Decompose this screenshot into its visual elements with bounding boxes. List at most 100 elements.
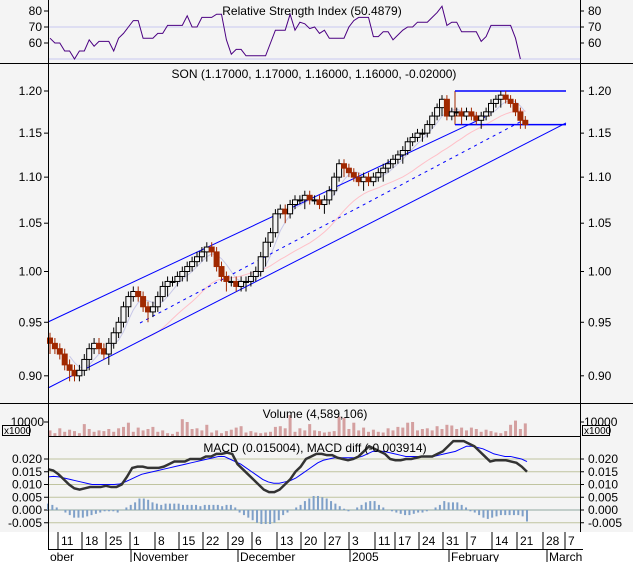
candle-up [287, 204, 294, 215]
volume-bar [171, 433, 174, 436]
candle-up [394, 154, 401, 160]
candle-down [66, 364, 73, 371]
volume-bar [386, 428, 390, 436]
candle-down [208, 246, 215, 253]
volume-bar [362, 427, 366, 436]
rsi-tick-label-right: 80 [588, 4, 602, 18]
moving-average-20 [142, 110, 526, 340]
candle-up [390, 158, 396, 165]
volume-bar [185, 422, 189, 436]
volume-bar [455, 429, 459, 436]
candle-up [272, 213, 279, 234]
rsi-panel: 80 80 70 70 60 60 [29, 4, 602, 60]
candle-up [125, 296, 132, 308]
volume-bar [112, 431, 116, 436]
rsi-tick-label-left: 80 [29, 4, 43, 18]
date-label: 27 [328, 534, 342, 548]
panel-frame [0, 0, 633, 550]
candle-up [409, 136, 416, 143]
volume-bar [430, 430, 434, 436]
volume-bar [465, 430, 468, 436]
candle-up [336, 163, 343, 178]
volume-bar [342, 417, 346, 436]
volume-bar [332, 431, 336, 436]
volume-title: Volume (4,589,106) [263, 407, 368, 421]
price-panel: 1.20 1.20 1.15 1.15 1.10 1.10 1.05 1.05 1.00 1.00… [19, 84, 612, 389]
date-axis: 11 18 25 1 8 15 22 29 6 13 20 27 3 11 17 24 31 7 14 21 28 7ob… [50, 532, 582, 564]
candle-up [179, 271, 186, 277]
volume-bar [435, 426, 439, 436]
volume-bar [420, 429, 424, 436]
volume-bar [381, 432, 385, 436]
candle-down [306, 194, 313, 201]
volume-bar [68, 429, 72, 436]
candle-up [164, 280, 171, 287]
candle-up [198, 251, 205, 258]
macd-tick-label-right: 0.010 [588, 478, 618, 492]
volume-bar [151, 426, 155, 436]
month-label: ober [50, 550, 74, 562]
volume-bar [107, 429, 111, 436]
price-tick-label-left: 1.05 [19, 216, 43, 230]
candle-down [71, 369, 78, 377]
middle-channel-line [139, 121, 521, 324]
candle-down [51, 342, 58, 350]
candle-up [184, 266, 191, 273]
volume-bar [249, 431, 253, 436]
volume-bar [175, 431, 179, 436]
rsi-line [49, 5, 521, 60]
price-tick-label-right: 0.95 [588, 315, 612, 329]
candle-down [355, 176, 362, 183]
date-label: 11 [61, 534, 74, 548]
volume-bar [411, 422, 415, 436]
volume-bar [337, 416, 341, 436]
month-label: December [240, 550, 295, 562]
candle-up [399, 150, 406, 156]
candle-down [100, 348, 107, 355]
candle-up [375, 172, 382, 178]
volume-bar [357, 430, 361, 436]
candle-up [76, 369, 83, 377]
macd-tick-label-left: -0.005 [8, 516, 42, 530]
candle-down [145, 306, 151, 313]
candle-up [203, 246, 210, 253]
price-tick-label-right: 1.00 [588, 265, 612, 279]
candle-up [492, 98, 499, 104]
macd-line [47, 439, 528, 494]
volume-bar [514, 420, 517, 436]
volume-bar [440, 429, 444, 436]
candle-down [350, 172, 357, 178]
date-label: 21 [520, 534, 534, 548]
volume-bar [509, 424, 513, 436]
price-tick-label-left: 1.00 [19, 265, 43, 279]
candle-up [488, 102, 494, 113]
volume-bar [58, 428, 62, 436]
candle-down [365, 176, 372, 183]
macd-tick-label-right: 0.000 [588, 503, 618, 517]
volume-bar [273, 426, 277, 436]
rsi-title: Relative Strength Index (50.4879) [222, 4, 401, 18]
upper-channel-line [47, 116, 486, 323]
candle-down [135, 291, 142, 298]
volume-bar [288, 415, 292, 436]
volume-bar [146, 429, 150, 436]
volume-bar [352, 422, 356, 436]
macd-tick-label-right: -0.005 [588, 516, 622, 530]
candle-down [233, 280, 240, 287]
candle-up [478, 115, 485, 121]
candle-up [228, 280, 235, 283]
volume-bar [396, 426, 400, 436]
candle-up [174, 275, 181, 282]
date-label: 13 [280, 534, 294, 548]
candle-down [512, 102, 519, 113]
price-tick-label-left: 1.10 [19, 170, 43, 184]
date-label: 31 [446, 534, 460, 548]
volume-bar [122, 426, 125, 436]
volume-bar [376, 431, 380, 436]
volume-bar [73, 431, 76, 436]
candle-up [385, 163, 392, 169]
volume-bar [371, 429, 375, 436]
volume-bar [195, 428, 199, 436]
